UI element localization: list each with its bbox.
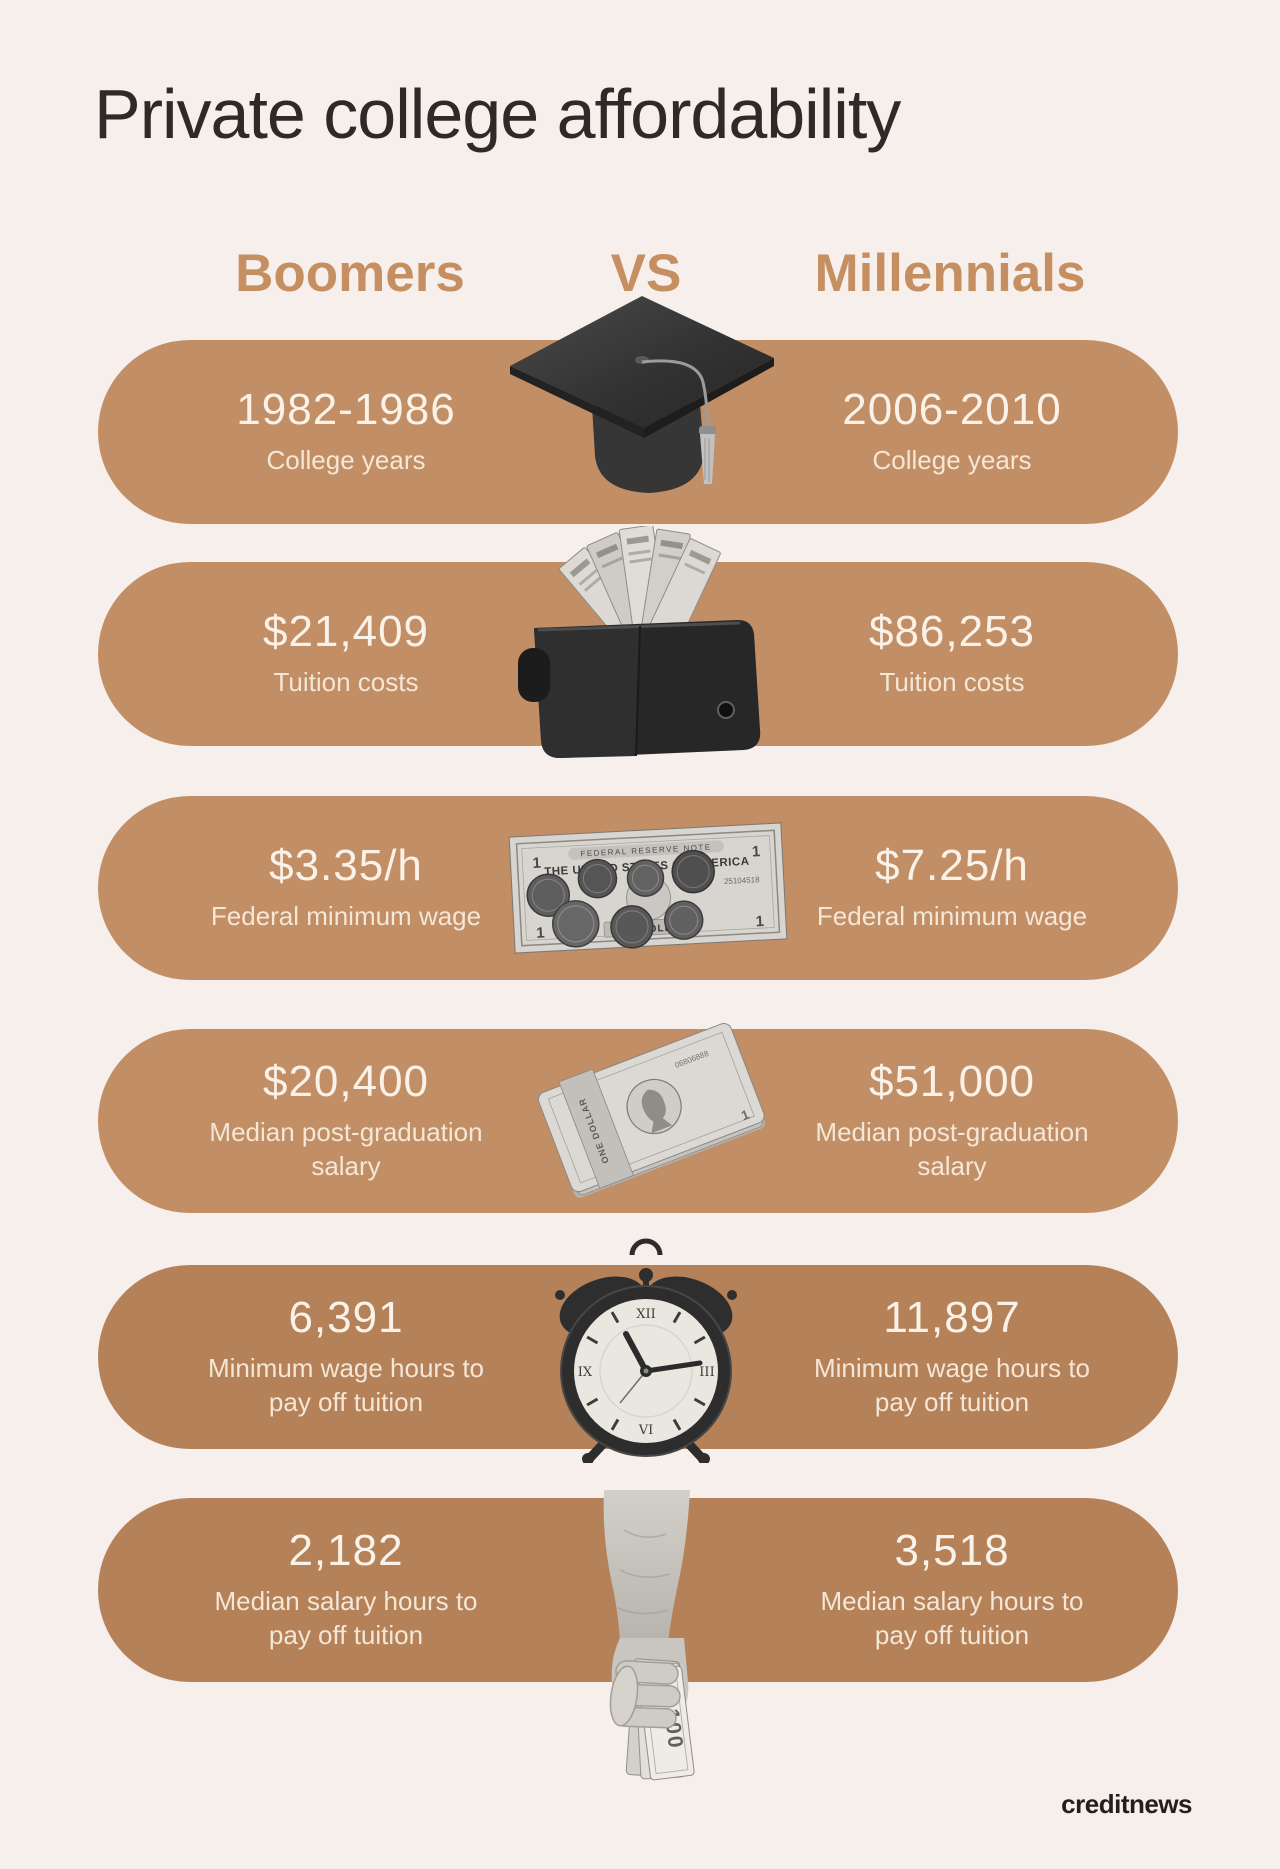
label-text: Median post-graduation salary	[815, 1116, 1089, 1181]
label-text: Federal minimum wage	[816, 900, 1088, 931]
versus-label: VS	[610, 244, 682, 303]
value-text: 3,518	[894, 1525, 1010, 1575]
label-text: Median salary hours to pay off tuition	[214, 1585, 478, 1650]
millennials-salary: $51,000 Median post-graduation salary	[752, 1029, 1152, 1213]
value-text: 11,897	[883, 1292, 1021, 1342]
value-text: $21,409	[262, 606, 430, 656]
bill-serial-text: 25104518	[724, 875, 761, 886]
millennials-min-wage-hours: 11,897 Minimum wage hours to pay off tui…	[752, 1265, 1152, 1449]
alarm-clock-image: XII III VI IX	[555, 1238, 737, 1463]
value-text: $7.25/h	[875, 840, 1029, 890]
label-text: Median post-graduation salary	[209, 1116, 483, 1181]
boomers-tuition: $21,409 Tuition costs	[146, 562, 546, 746]
label-text: Tuition costs	[273, 666, 419, 697]
hand-holding-cash-image: 100	[603, 1490, 695, 1781]
label-text: Minimum wage hours to pay off tuition	[814, 1352, 1090, 1417]
creditnews-logo: creditnews	[1061, 1789, 1192, 1819]
millennials-tuition: $86,253 Tuition costs	[752, 562, 1152, 746]
folded-dollar-image: ONE DOLLAR 06806888 1	[537, 1023, 765, 1198]
value-text: 1982-1986	[236, 384, 456, 434]
clock-numeral-twelve: XII	[636, 1307, 656, 1322]
graduation-cap-image	[510, 296, 774, 493]
value-text: 2,182	[288, 1525, 404, 1575]
bill-corner-one: 1	[755, 913, 764, 930]
boomers-college-years: 1982-1986 College years	[146, 340, 546, 524]
bill-corner-one: 1	[751, 843, 760, 860]
clock-numeral-nine: IX	[578, 1365, 593, 1380]
millennials-min-wage: $7.25/h Federal minimum wage	[752, 796, 1152, 980]
label-text: Federal minimum wage	[210, 900, 482, 931]
page-title: Private college affordability	[94, 75, 901, 153]
coins	[526, 849, 715, 949]
column-header-boomers: Boomers	[235, 244, 465, 303]
dollar-bill-coins-image: FEDERAL RESERVE NOTE THE UNITED STATES O…	[508, 822, 788, 954]
value-text: 6,391	[288, 1292, 404, 1342]
label-text: College years	[266, 444, 426, 475]
column-header-millennials: Millennials	[814, 244, 1086, 303]
boomers-salary: $20,400 Median post-graduation salary	[146, 1029, 546, 1213]
value-text: 2006-2010	[842, 384, 1062, 434]
boomers-min-wage: $3.35/h Federal minimum wage	[146, 796, 546, 980]
millennials-college-years: 2006-2010 College years	[752, 340, 1152, 524]
value-text: $20,400	[262, 1056, 430, 1106]
label-text: Minimum wage hours to pay off tuition	[208, 1352, 484, 1417]
label-text: Tuition costs	[879, 666, 1025, 697]
bill-corner-one: 1	[532, 855, 541, 872]
millennials-salary-hours: 3,518 Median salary hours to pay off tui…	[752, 1498, 1152, 1682]
clock-numeral-three: III	[699, 1365, 714, 1380]
label-text: Median salary hours to pay off tuition	[820, 1585, 1084, 1650]
label-text: College years	[872, 444, 1032, 475]
clock-numeral-six: VI	[638, 1423, 654, 1438]
value-text: $51,000	[868, 1056, 1036, 1106]
wallet-cash-image	[518, 526, 761, 758]
value-text: $86,253	[868, 606, 1036, 656]
boomers-min-wage-hours: 6,391 Minimum wage hours to pay off tuit…	[146, 1265, 546, 1449]
boomers-salary-hours: 2,182 Median salary hours to pay off tui…	[146, 1498, 546, 1682]
bill-corner-one: 1	[536, 924, 545, 941]
value-text: $3.35/h	[269, 840, 423, 890]
